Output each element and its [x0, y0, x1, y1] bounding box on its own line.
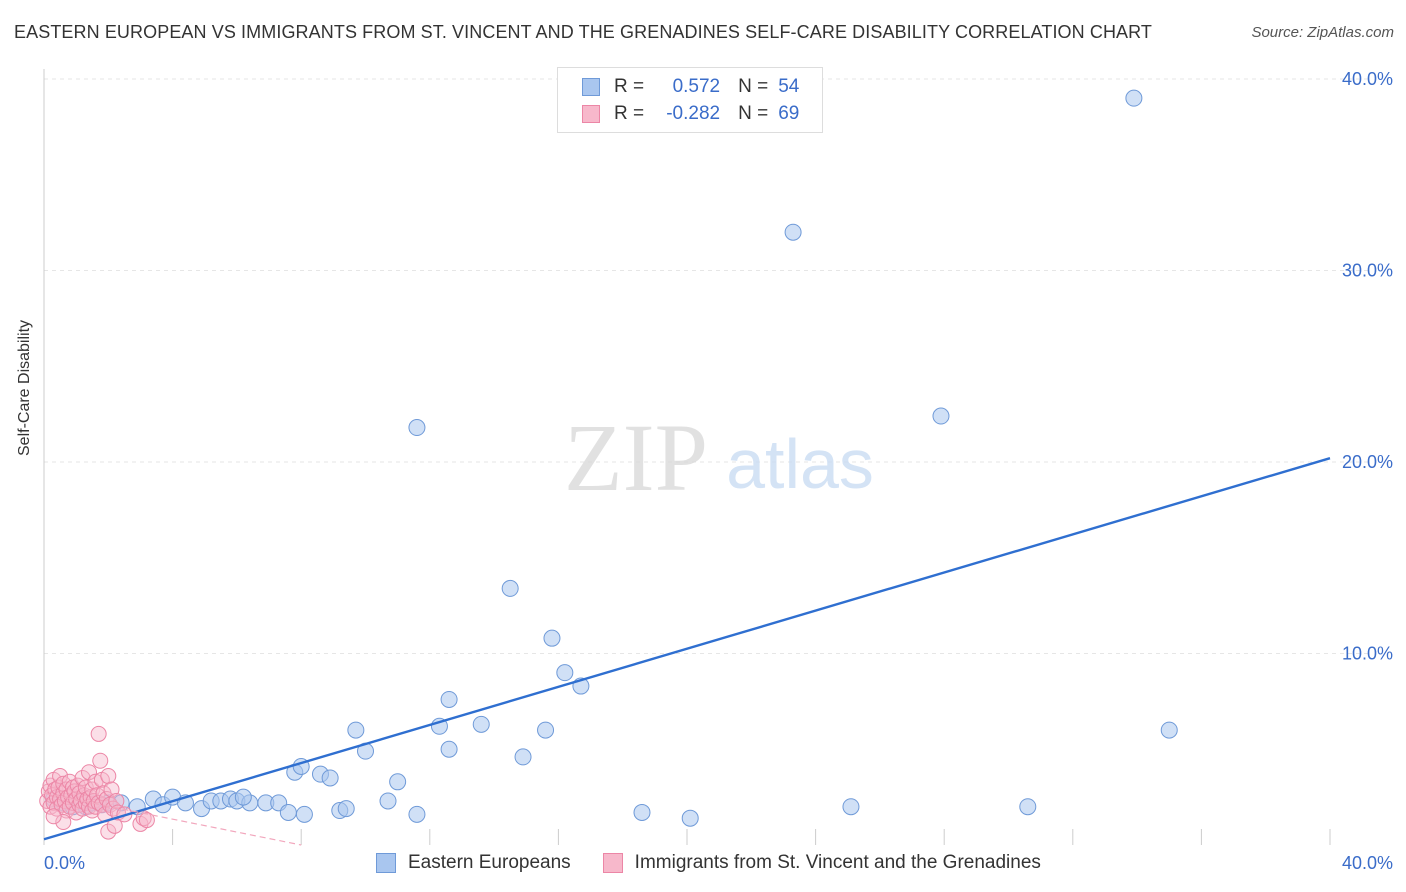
legend-row-eastern-europeans: R = 0.572 N = 54 [582, 76, 799, 98]
point-eastern-europeans [633, 803, 651, 821]
y-tick-label: 20.0% [1342, 452, 1393, 472]
point-eastern-europeans [389, 773, 407, 791]
point-st-vincent [77, 779, 94, 796]
point-eastern-europeans [234, 788, 252, 806]
point-eastern-europeans [543, 629, 561, 647]
point-eastern-europeans [537, 721, 555, 739]
y-tick-label: 10.0% [1342, 644, 1393, 664]
point-st-vincent [108, 792, 125, 809]
chart-title: EASTERN EUROPEAN VS IMMIGRANTS FROM ST. … [14, 22, 1153, 42]
legend-item-st-vincent: Immigrants from St. Vincent and the Gren… [602, 852, 1041, 874]
point-eastern-europeans [1160, 721, 1178, 739]
point-eastern-europeans [514, 748, 532, 766]
point-eastern-europeans [337, 800, 355, 818]
legend-row-st-vincent: R = -0.282 N = 69 [582, 103, 799, 125]
trendline-eastern-europeans [43, 457, 1331, 841]
point-eastern-europeans [932, 407, 950, 425]
trendline-st-vincent [43, 792, 302, 846]
n-label: N = [738, 103, 769, 124]
gridlines [44, 78, 1370, 654]
point-st-vincent [81, 764, 98, 781]
r-value: -0.282 [666, 103, 721, 124]
point-st-vincent [45, 808, 62, 825]
point-st-vincent [55, 814, 72, 831]
legend-swatch-blue [582, 78, 600, 96]
point-eastern-europeans [379, 792, 397, 810]
r-label: R = [614, 76, 645, 97]
point-eastern-europeans [472, 715, 490, 733]
legend-item-eastern-europeans: Eastern Europeans [376, 852, 571, 874]
point-eastern-europeans [321, 769, 339, 787]
axes [43, 69, 1331, 845]
point-eastern-europeans [842, 798, 860, 816]
n-value: 54 [778, 76, 800, 97]
r-value: 0.572 [672, 76, 721, 97]
data-points [39, 89, 1178, 840]
y-tick-label: 30.0% [1342, 261, 1393, 281]
trendlines [43, 457, 1331, 846]
x-tick-label: 0.0% [44, 853, 85, 873]
point-st-vincent [90, 725, 107, 742]
point-eastern-europeans [408, 419, 426, 437]
n-label: N = [738, 76, 769, 97]
legend-swatch-pink [602, 853, 623, 873]
watermark-zip: ZIP [564, 404, 708, 511]
point-st-vincent [138, 812, 155, 829]
n-value: 69 [778, 103, 800, 124]
point-eastern-europeans [408, 805, 426, 823]
source-credit: Source: ZipAtlas.com [1251, 24, 1394, 41]
point-eastern-europeans [1125, 89, 1143, 107]
series-legend: Eastern Europeans Immigrants from St. Vi… [376, 852, 1073, 874]
point-eastern-europeans [501, 579, 519, 597]
r-label: R = [614, 103, 645, 124]
point-st-vincent [100, 768, 117, 785]
point-eastern-europeans [295, 805, 313, 823]
point-st-vincent [100, 823, 117, 840]
point-st-vincent [92, 752, 109, 769]
point-eastern-europeans [556, 664, 574, 682]
legend-swatch-blue [376, 853, 396, 873]
point-eastern-europeans [440, 690, 458, 708]
legend-label: Eastern Europeans [408, 852, 571, 873]
tick-labels: 10.0% 20.0% 30.0% 40.0% 0.0% 40.0% [44, 69, 1393, 873]
point-eastern-europeans [279, 803, 297, 821]
legend-label: Immigrants from St. Vincent and the Gren… [634, 852, 1041, 873]
watermark: ZIP atlas [564, 404, 874, 511]
point-eastern-europeans [440, 740, 458, 758]
point-st-vincent [74, 769, 91, 786]
y-tick-label: 40.0% [1342, 69, 1393, 89]
point-eastern-europeans [1019, 798, 1037, 816]
x-tick-label: 40.0% [1342, 853, 1393, 873]
point-eastern-europeans [784, 223, 802, 241]
point-eastern-europeans [681, 809, 699, 827]
y-axis-label: Self-Care Disability [16, 319, 33, 456]
point-eastern-europeans [347, 721, 365, 739]
legend-swatch-pink [582, 105, 600, 123]
correlation-legend: R = 0.572 N = 54 R = -0.282 N = 69 [557, 67, 823, 133]
watermark-atlas: atlas [726, 425, 874, 503]
